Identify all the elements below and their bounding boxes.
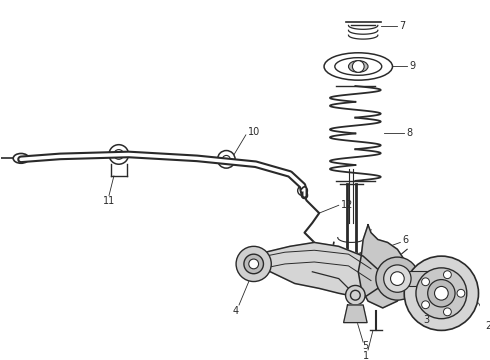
Text: 10: 10 — [248, 127, 260, 137]
Text: 4: 4 — [233, 306, 239, 316]
Ellipse shape — [348, 60, 368, 72]
Polygon shape — [358, 225, 407, 308]
Text: 2: 2 — [485, 320, 490, 330]
Circle shape — [236, 246, 271, 282]
Circle shape — [384, 265, 411, 292]
Bar — [409, 271, 440, 287]
Text: 7: 7 — [399, 21, 406, 31]
Circle shape — [416, 268, 467, 319]
Circle shape — [391, 272, 404, 285]
Circle shape — [376, 257, 419, 300]
Polygon shape — [254, 242, 383, 298]
Text: 5: 5 — [362, 341, 368, 351]
Circle shape — [244, 254, 264, 274]
Text: 12: 12 — [341, 200, 353, 210]
Text: 11: 11 — [103, 196, 115, 206]
Circle shape — [421, 278, 429, 286]
Text: 3: 3 — [424, 315, 430, 325]
Text: 9: 9 — [409, 62, 415, 72]
Circle shape — [457, 289, 465, 297]
Circle shape — [435, 287, 448, 300]
Circle shape — [421, 301, 429, 309]
Circle shape — [404, 256, 479, 330]
Text: 1: 1 — [363, 351, 369, 360]
Circle shape — [428, 280, 455, 307]
Circle shape — [443, 271, 451, 279]
Circle shape — [249, 259, 259, 269]
Circle shape — [345, 285, 365, 305]
Circle shape — [443, 308, 451, 316]
Polygon shape — [343, 305, 367, 323]
Text: 8: 8 — [406, 128, 412, 138]
Circle shape — [352, 60, 364, 72]
Text: 6: 6 — [402, 235, 408, 246]
